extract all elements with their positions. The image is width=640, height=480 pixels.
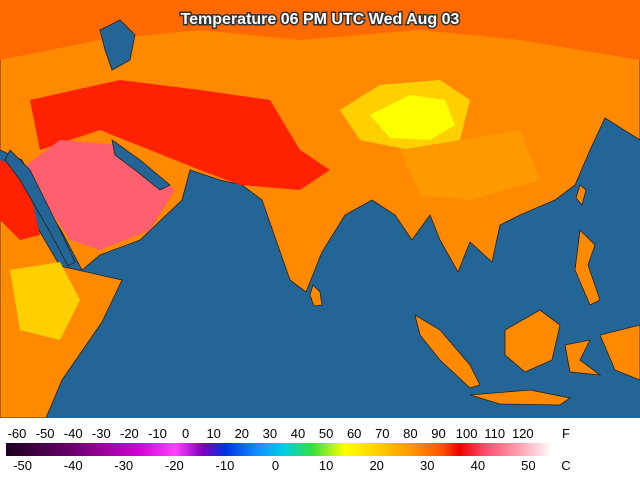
fahrenheit-tick: -40 [64,426,83,441]
celsius-tick: 40 [471,458,485,473]
color-scale [6,443,552,456]
celsius-tick: 20 [369,458,383,473]
fahrenheit-tick: 0 [182,426,189,441]
fahrenheit-tick: 20 [235,426,249,441]
land [0,0,640,419]
fahrenheit-tick: 100 [456,426,478,441]
fahrenheit-tick: -20 [120,426,139,441]
fahrenheit-tick: 80 [403,426,417,441]
fahrenheit-tick: 110 [484,426,505,441]
fahrenheit-tick: 120 [512,426,534,441]
fahrenheit-unit: F [562,426,570,441]
fahrenheit-tick: 70 [375,426,389,441]
fahrenheit-tick: 30 [263,426,277,441]
celsius-tick: 50 [521,458,535,473]
scale-ticks: -60 -50 -40 -30 -20 -10 0 10 20 30 40 50 60 70 80 90 100… [8,426,536,473]
islands [309,184,640,406]
celsius-tick: 0 [272,458,279,473]
celsius-tick: -50 [13,458,32,473]
fahrenheit-tick: 50 [319,426,333,441]
fahrenheit-tick: 40 [291,426,305,441]
celsius-tick: -40 [64,458,83,473]
celsius-tick: 10 [319,458,333,473]
map-title: Temperature 06 PM UTC Wed Aug 03 [181,11,460,28]
fahrenheit-tick: -50 [36,426,55,441]
fahrenheit-tick: 60 [347,426,361,441]
fahrenheit-tick: -10 [148,426,167,441]
fahrenheit-tick: -30 [92,426,111,441]
celsius-unit: C [561,458,570,473]
celsius-tick: -30 [114,458,133,473]
fahrenheit-tick: 10 [206,426,220,441]
celsius-tick: -10 [216,458,235,473]
celsius-tick: 30 [420,458,434,473]
fahrenheit-tick: 90 [431,426,445,441]
fahrenheit-tick: -60 [8,426,27,441]
celsius-tick: -20 [165,458,184,473]
